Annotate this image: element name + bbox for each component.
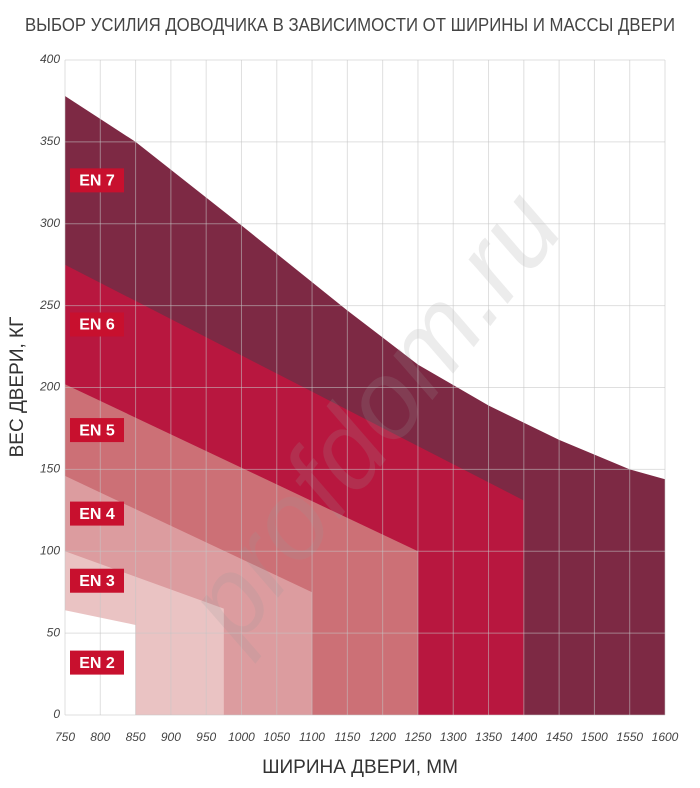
y-tick-label: 100: [40, 543, 60, 557]
x-tick-label: 1100: [299, 730, 325, 744]
y-tick-label: 200: [39, 380, 60, 394]
legend-label: EN 7: [79, 173, 115, 190]
x-tick-label: 1400: [510, 730, 537, 744]
y-tick-label: 400: [40, 52, 60, 66]
legend-item: EN 6: [70, 312, 124, 337]
legend-box: [70, 312, 124, 337]
legend-box: [70, 501, 124, 526]
legend-box: [70, 568, 124, 593]
legend-label: EN 6: [79, 317, 115, 334]
x-tick-label: 1200: [369, 730, 396, 744]
x-tick-label: 1450: [546, 730, 573, 744]
y-tick-label: 50: [47, 625, 61, 639]
x-tick-label: 1550: [616, 730, 643, 744]
x-tick-label: 750: [55, 730, 75, 744]
x-tick-label: 1050: [263, 730, 290, 744]
legend-label: EN 4: [79, 506, 115, 523]
y-tick-label: 150: [40, 462, 60, 476]
x-tick-label: 800: [90, 730, 110, 744]
x-axis-title: ШИРИНА ДВЕРИ, ММ: [262, 757, 458, 778]
x-tick-label: 900: [161, 730, 181, 744]
legend-item: EN 2: [70, 650, 124, 675]
x-tick-label: 950: [196, 730, 216, 744]
y-tick-label: 350: [40, 134, 60, 148]
legend-box: [70, 650, 124, 675]
y-tick-label: 0: [53, 707, 60, 721]
legend-box: [70, 418, 124, 443]
x-tick-label: 1600: [652, 730, 679, 744]
legend-box: [70, 168, 124, 193]
x-tick-label: 1250: [405, 730, 432, 744]
legend-item: EN 3: [70, 568, 124, 593]
y-tick-label: 300: [40, 216, 60, 230]
chart-title: ВЫБОР УСИЛИЯ ДОВОДЧИКА В ЗАВИСИМОСТИ ОТ …: [25, 15, 675, 35]
legend-item: EN 5: [70, 418, 124, 443]
legend-item: EN 4: [70, 501, 124, 526]
x-tick-label: 1150: [334, 730, 360, 744]
legend-item: EN 7: [70, 168, 124, 193]
x-tick-label: 1500: [581, 730, 608, 744]
x-tick-label: 1300: [440, 730, 467, 744]
x-tick-label: 1000: [228, 730, 255, 744]
y-axis-title: ВЕС ДВЕРИ, КГ: [7, 317, 28, 458]
y-tick-label: 250: [39, 298, 60, 312]
x-tick-label: 1350: [475, 730, 502, 744]
x-tick-label: 850: [126, 730, 146, 744]
legend-label: EN 5: [79, 422, 115, 439]
legend-label: EN 3: [79, 573, 115, 590]
legend-label: EN 2: [79, 655, 115, 672]
